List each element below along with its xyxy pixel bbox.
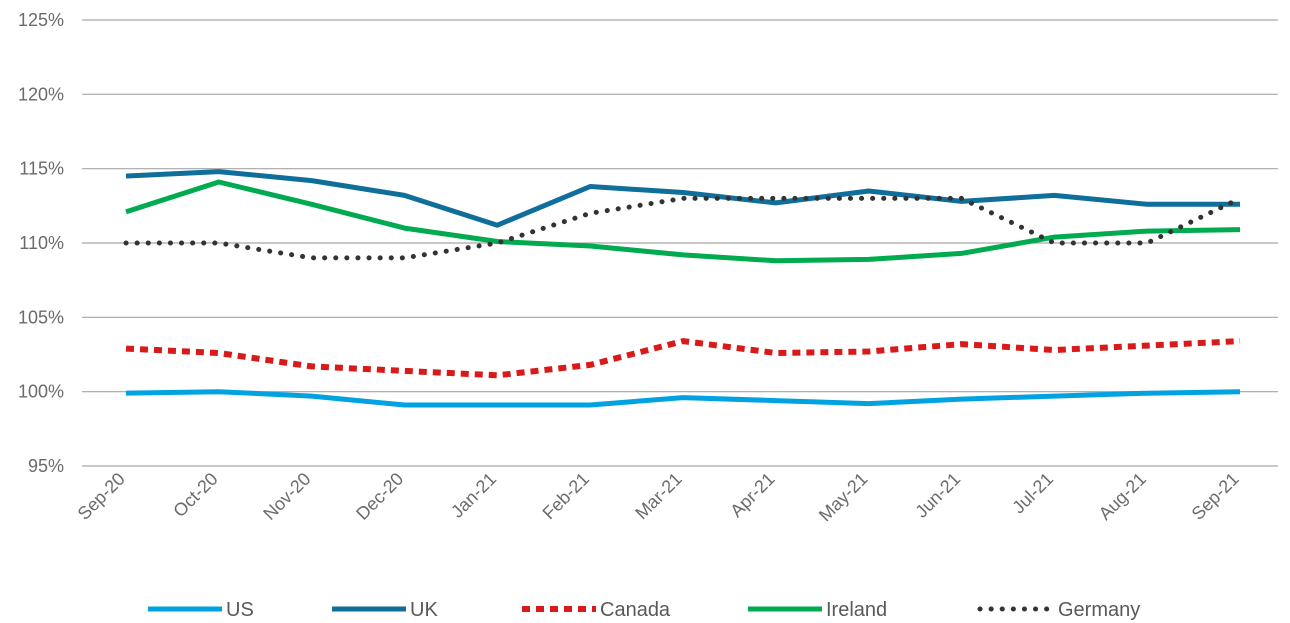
series-line-canada [125,338,1241,379]
legend-label-canada: Canada [600,599,671,621]
legend-label-us: US [226,599,254,621]
x-tick-label: Mar-21 [631,469,685,523]
series-line-ireland [125,179,1241,264]
series-line-uk [125,169,1240,228]
y-tick-label: 120% [18,84,64,104]
legend: US UK Canada Ireland Germany [148,599,1140,621]
y-tick-label: 105% [18,307,64,327]
x-tick-label: Jul-21 [1008,469,1057,518]
x-tick-label: Nov-20 [259,469,314,524]
y-tick-label: 115% [19,159,64,179]
x-tick-label: May-21 [815,469,872,526]
x-tick-label: Sep-21 [1188,469,1243,524]
legend-label-germany: Germany [1058,599,1140,621]
series-line-us [125,389,1241,408]
x-tick-label: Dec-20 [352,469,407,524]
x-tick-label: Jan-21 [447,469,500,522]
y-axis-ticks: 95% 100% 105% 110% 115% 120% 125% [18,10,64,476]
legend-label-uk: UK [410,599,438,621]
y-tick-label: 110% [19,233,64,253]
series-lines [123,169,1243,408]
series-line-germany [123,195,1243,261]
gridlines [82,19,1278,467]
x-tick-label: Aug-21 [1095,469,1150,524]
y-tick-label: 125% [18,10,64,30]
x-tick-label: Jun-21 [911,469,964,522]
x-tick-label: Feb-21 [539,469,593,523]
legend-label-ireland: Ireland [826,599,887,621]
x-tick-label: Sep-20 [74,469,129,524]
x-tick-label: Apr-21 [726,469,778,521]
x-tick-label: Oct-20 [169,469,221,521]
x-axis-ticks: Sep-20 Oct-20 Nov-20 Dec-20 Jan-21 Feb-21 Mar-… [74,469,1243,526]
y-tick-label: 100% [18,382,64,402]
y-tick-label: 95% [28,456,64,476]
